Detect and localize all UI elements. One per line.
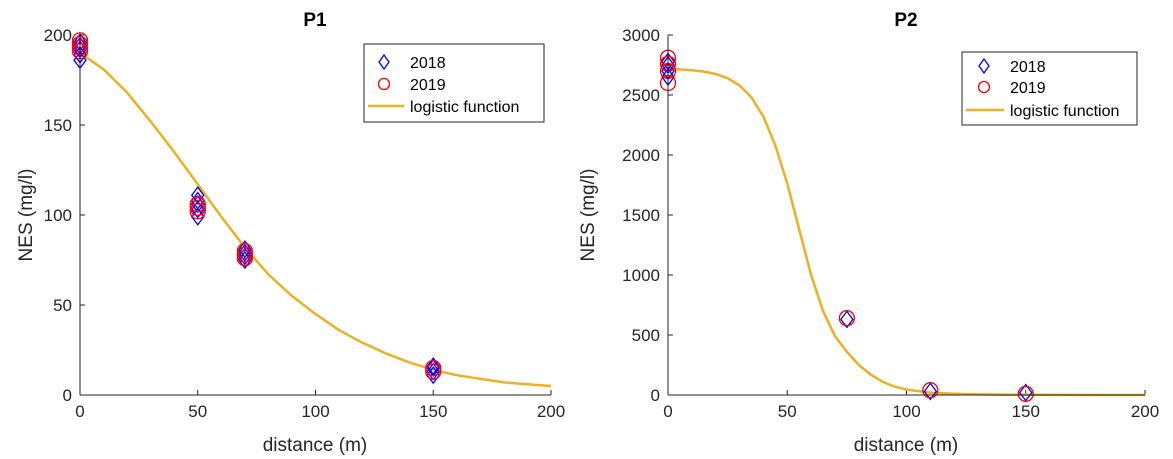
data-point-2018-diamond [426, 357, 441, 376]
data-point-2019-circle [922, 382, 939, 399]
legend-label-logistic: logistic function [410, 99, 519, 116]
data-point-2018-diamond [190, 186, 205, 205]
x-tick-label: 50 [188, 402, 207, 421]
x-tick-label: 50 [778, 402, 797, 421]
x-axis: 0 50 100 150 200 [75, 390, 565, 421]
legend-label-2018: 2018 [1010, 59, 1046, 76]
data-point-2019-circle [236, 242, 254, 260]
legend-marker-2018 [978, 57, 990, 75]
y-tick-label: 1000 [622, 266, 660, 285]
y-tick-label: 0 [63, 386, 72, 405]
data-point-2019-circle [189, 199, 206, 216]
data-point-2019-circle [189, 196, 206, 213]
y-tick-label: 2000 [622, 146, 660, 165]
x-tick-label: 150 [419, 402, 447, 421]
chart-title: P1 [303, 10, 327, 31]
legend: 2018 2019 logistic function [961, 51, 1138, 126]
y-tick-label: 50 [53, 296, 72, 315]
chart-panel-p1: P1 distance (m) NES (mg/l) 0 50 100 150 200 … [16, 10, 565, 456]
data-point-2018-diamond [923, 382, 938, 401]
y-tick-label: 1500 [622, 206, 660, 225]
y-tick-label: 0 [651, 386, 660, 405]
y-tick-label: 100 [44, 206, 72, 225]
x-axis-label: distance (m) [854, 435, 959, 456]
data-point-2019-circle [838, 310, 856, 327]
x-tick-label: 200 [1131, 402, 1159, 421]
data-point-2019-circle [236, 246, 254, 263]
data-point-2019-circle [189, 203, 206, 220]
x-tick-label: 150 [1012, 402, 1040, 421]
legend-box [961, 51, 1138, 126]
data-point-2018-diamond [238, 243, 252, 262]
legend: 2018 2019 logistic function [363, 43, 545, 123]
curve-layer [667, 67, 1145, 397]
x-tick-label: 0 [75, 402, 84, 421]
y-axis: 0 50 100 150 200 [44, 26, 85, 405]
y-tick-label: 3000 [622, 26, 660, 45]
y-axis-label: NES (mg/l) [16, 169, 37, 262]
data-point-2019-circle [425, 363, 442, 380]
y-tick-label: 150 [44, 116, 72, 135]
legend-label-2019: 2019 [1010, 80, 1046, 97]
curve-layer [79, 51, 552, 388]
y-tick-label: 500 [632, 326, 660, 345]
chart-title: P2 [894, 10, 917, 31]
data-point-2018-diamond [238, 247, 252, 266]
y-tick-label: 2500 [622, 86, 660, 105]
legend-marker-2018 [378, 53, 390, 71]
data-point-2019-circle [425, 359, 442, 377]
data-point-2019-circle [236, 250, 254, 267]
series-line-logistic-function [79, 51, 552, 388]
x-tick-label: 100 [301, 402, 329, 421]
legend-marker-2019 [977, 80, 991, 94]
legend-label-2019: 2019 [410, 77, 446, 94]
data-point-2018-diamond [1018, 383, 1033, 402]
y-axis-label: NES (mg/l) [578, 169, 599, 262]
y-tick-label: 200 [44, 26, 72, 45]
legend-marker-2019 [377, 77, 391, 91]
x-tick-label: 0 [663, 402, 672, 421]
data-point-2018-diamond [840, 310, 854, 329]
chart-panel-p2: P2 distance (m) NES (mg/l) 0 50 100 150 200 … [578, 10, 1159, 456]
legend-label-2018: 2018 [410, 55, 446, 72]
x-tick-label: 200 [537, 402, 565, 421]
x-tick-label: 100 [892, 402, 920, 421]
legend-box [363, 43, 545, 123]
data-point-2019-circle [1017, 385, 1034, 402]
x-axis-label: distance (m) [263, 435, 368, 456]
data-point-2018-diamond [238, 240, 252, 259]
legend-label-logistic: logistic function [1010, 103, 1119, 120]
data-point-2018-diamond [426, 366, 441, 385]
series-line-logistic-function [667, 67, 1145, 397]
y-axis: 0 500 1000 1500 2000 2500 3000 [622, 26, 673, 405]
